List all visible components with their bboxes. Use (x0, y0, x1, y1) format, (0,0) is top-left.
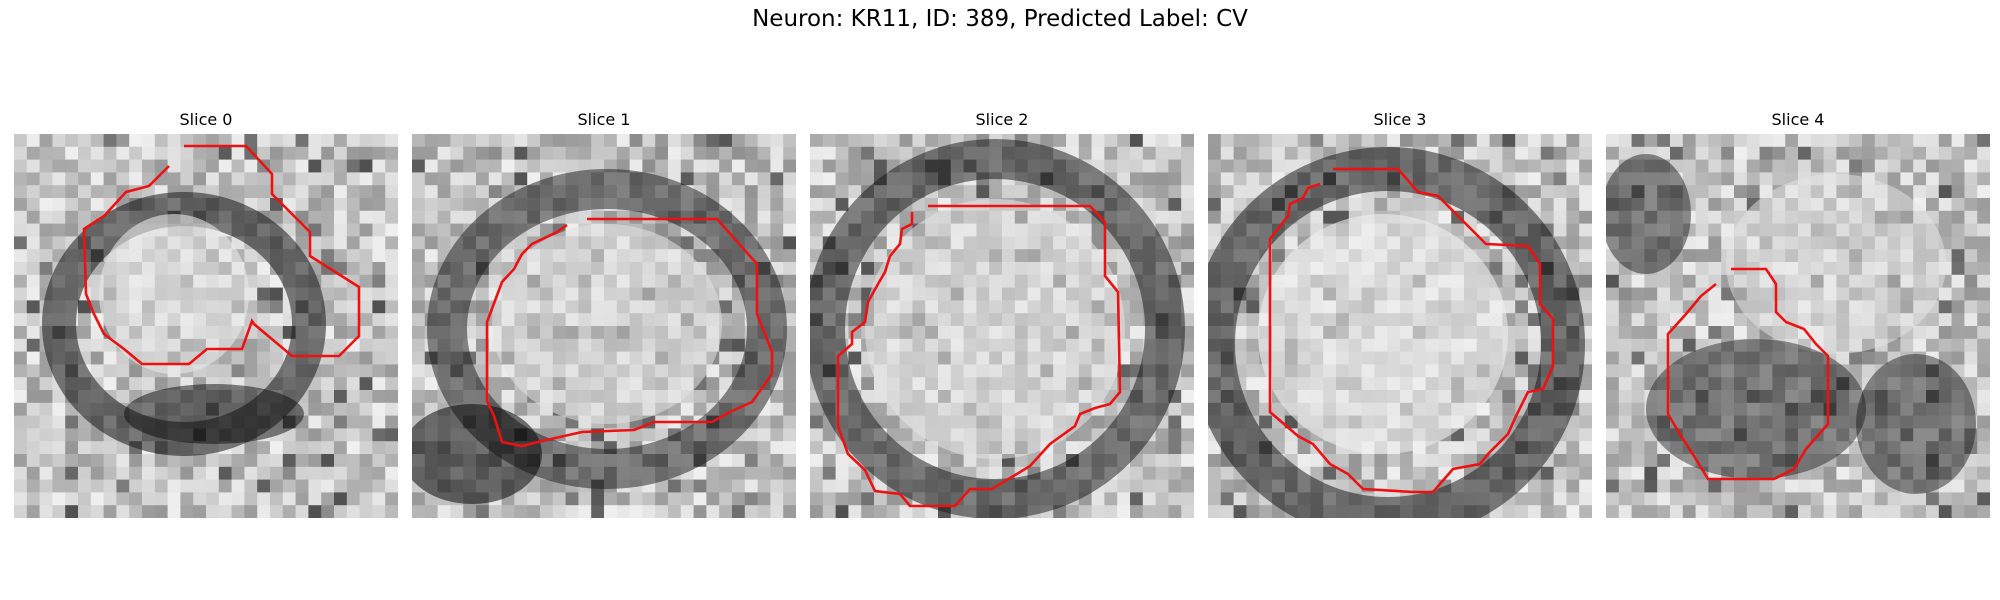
cell-membrane-shading (412, 169, 787, 504)
slice-panel-4: Slice 4 (1606, 110, 1990, 518)
slice-panel-2: Slice 2 (810, 110, 1194, 518)
slice-image-2 (810, 134, 1194, 518)
slice-title-4: Slice 4 (1771, 110, 1825, 129)
slice-image-4 (1606, 134, 1990, 518)
cell-membrane-shading (42, 192, 326, 456)
slice-panel-1: Slice 1 (412, 110, 796, 518)
slice-image-0 (14, 134, 398, 518)
segmentation-contour (1268, 167, 1555, 494)
segmentation-contour (485, 217, 774, 448)
slice-title-2: Slice 2 (975, 110, 1029, 129)
slice-image-1 (412, 134, 796, 518)
slice-image-3 (1208, 134, 1592, 518)
slice-panel-0: Slice 0 (14, 110, 398, 518)
slice-panel-3: Slice 3 (1208, 110, 1592, 518)
segmentation-contour (1666, 267, 1830, 481)
slice-title-1: Slice 1 (577, 110, 631, 129)
slice-title-3: Slice 3 (1373, 110, 1427, 129)
segmentation-contour (82, 144, 361, 366)
figure-title: Neuron: KR11, ID: 389, Predicted Label: … (752, 6, 1248, 32)
segmentation-contour (836, 204, 1122, 508)
cell-membrane-shading (810, 139, 1185, 518)
slice-title-0: Slice 0 (179, 110, 233, 129)
